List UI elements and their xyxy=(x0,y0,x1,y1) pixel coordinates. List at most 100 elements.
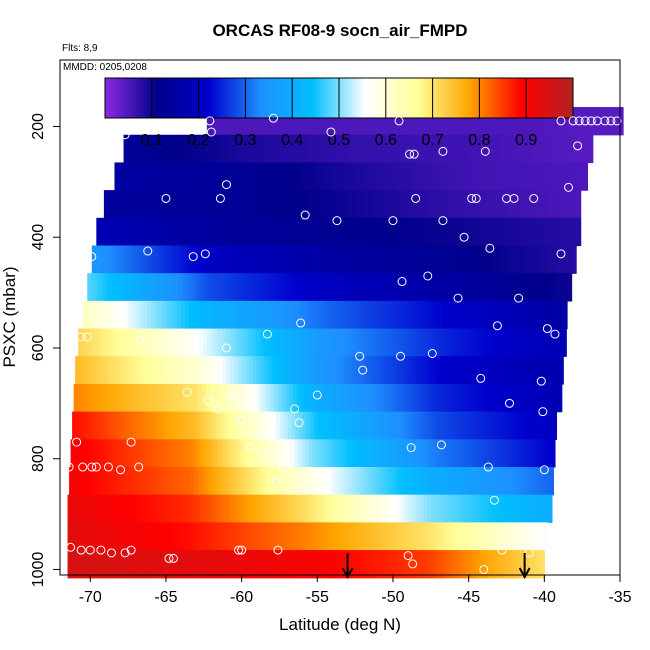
heatmap-cell xyxy=(313,300,318,330)
colorbar-tick-label: 0.1 xyxy=(141,132,163,149)
heatmap-cell xyxy=(378,411,383,440)
heatmap-cell xyxy=(513,107,518,136)
heatmap-cell xyxy=(78,550,84,579)
heatmap-cell xyxy=(186,245,191,274)
colorbar-tick-label: 0.3 xyxy=(234,132,256,149)
heatmap-cell xyxy=(216,245,222,274)
heatmap-cell xyxy=(167,162,172,191)
heatmap-cell xyxy=(437,439,442,468)
heatmap-cell xyxy=(427,273,433,302)
heatmap-cell xyxy=(293,439,299,468)
sample-point xyxy=(580,116,590,126)
sample-point xyxy=(453,293,463,303)
heatmap-cell xyxy=(160,383,166,413)
heatmap-cell xyxy=(566,134,571,164)
heatmap-cell xyxy=(317,522,322,551)
heatmap-cell xyxy=(551,107,556,136)
sample-point xyxy=(169,553,179,563)
sample-point xyxy=(72,437,82,447)
heatmap-cell xyxy=(570,134,575,164)
heatmap-cell xyxy=(547,439,552,468)
heatmap-cell xyxy=(116,356,122,385)
heatmap-cell xyxy=(190,383,196,413)
heatmap-cell xyxy=(218,107,223,136)
heatmap-cell xyxy=(399,107,405,136)
heatmap-cell xyxy=(467,328,473,357)
heatmap-cell xyxy=(504,467,509,496)
heatmap-cell xyxy=(324,494,330,523)
sample-point xyxy=(258,448,268,458)
heatmap-cell xyxy=(165,356,171,385)
heatmap-cell xyxy=(161,439,166,468)
heatmap-cell xyxy=(373,107,378,136)
heatmap-cell xyxy=(243,190,249,219)
heatmap-cell xyxy=(331,107,337,136)
heatmap-cell xyxy=(237,522,243,551)
heatmap-cell xyxy=(383,383,389,413)
heatmap-cell xyxy=(399,328,405,357)
heatmap-cell xyxy=(307,162,312,191)
heatmap-cell xyxy=(480,494,485,523)
heatmap-cell xyxy=(151,411,156,440)
heatmap-cell xyxy=(456,134,461,164)
heatmap-cell xyxy=(203,134,208,164)
heatmap-cell xyxy=(423,300,428,330)
heatmap-cell xyxy=(447,245,452,274)
heatmap-cell xyxy=(256,107,261,136)
heatmap-cell xyxy=(409,162,414,191)
heatmap-cell xyxy=(487,356,492,385)
heatmap-cell xyxy=(518,273,523,302)
heatmap-cell xyxy=(514,522,519,551)
heatmap-cell xyxy=(82,494,88,523)
heatmap-cell xyxy=(296,162,301,191)
heatmap-cell xyxy=(84,467,89,496)
sample-point xyxy=(212,404,222,414)
heatmap-cell xyxy=(330,467,335,496)
heatmap-cell xyxy=(446,273,452,302)
heatmap-cell xyxy=(201,162,206,191)
heatmap-cell xyxy=(214,134,219,164)
heatmap-cell xyxy=(116,300,122,330)
heatmap-cell xyxy=(457,300,462,330)
heatmap-cell xyxy=(192,522,197,551)
heatmap-cell xyxy=(106,411,111,440)
heatmap-cell xyxy=(201,245,206,274)
heatmap-cell xyxy=(246,467,252,496)
heatmap-cell xyxy=(109,356,114,385)
heatmap-cell xyxy=(367,273,372,302)
heatmap-cell xyxy=(461,550,466,579)
heatmap-cell xyxy=(408,273,414,302)
heatmap-cell xyxy=(303,245,309,274)
heatmap-cell xyxy=(427,411,433,440)
heatmap-cell xyxy=(365,439,371,468)
heatmap-cell xyxy=(441,328,446,357)
heatmap-cell xyxy=(470,467,475,496)
heatmap-cell xyxy=(260,300,265,330)
heatmap-cell xyxy=(167,245,172,274)
heatmap-cell xyxy=(531,217,536,247)
heatmap-cell xyxy=(321,522,326,551)
y-tick-label: 600 xyxy=(30,335,47,362)
heatmap-cell xyxy=(506,300,511,330)
heatmap-cell xyxy=(124,300,129,330)
heatmap-cell xyxy=(222,550,228,579)
heatmap-cell xyxy=(484,273,489,302)
heatmap-cell xyxy=(134,190,139,219)
heatmap-cell xyxy=(425,383,430,413)
heatmap-cell xyxy=(216,162,222,191)
heatmap-cell xyxy=(569,217,574,247)
heatmap-cell xyxy=(495,300,500,330)
dates-label: MMDD: 0205,0208 xyxy=(63,62,147,73)
heatmap-cell xyxy=(421,190,427,219)
heatmap-cell xyxy=(256,494,262,523)
heatmap-cell xyxy=(427,300,432,330)
heatmap-cell xyxy=(424,162,430,191)
heatmap-cell xyxy=(298,300,303,330)
heatmap-cell xyxy=(440,217,446,247)
heatmap-cell xyxy=(73,383,78,413)
heatmap-cell xyxy=(494,107,499,136)
heatmap-cell xyxy=(234,273,240,302)
heatmap-cell xyxy=(252,107,257,136)
heatmap-cell xyxy=(516,217,521,247)
heatmap-cell xyxy=(561,217,567,247)
